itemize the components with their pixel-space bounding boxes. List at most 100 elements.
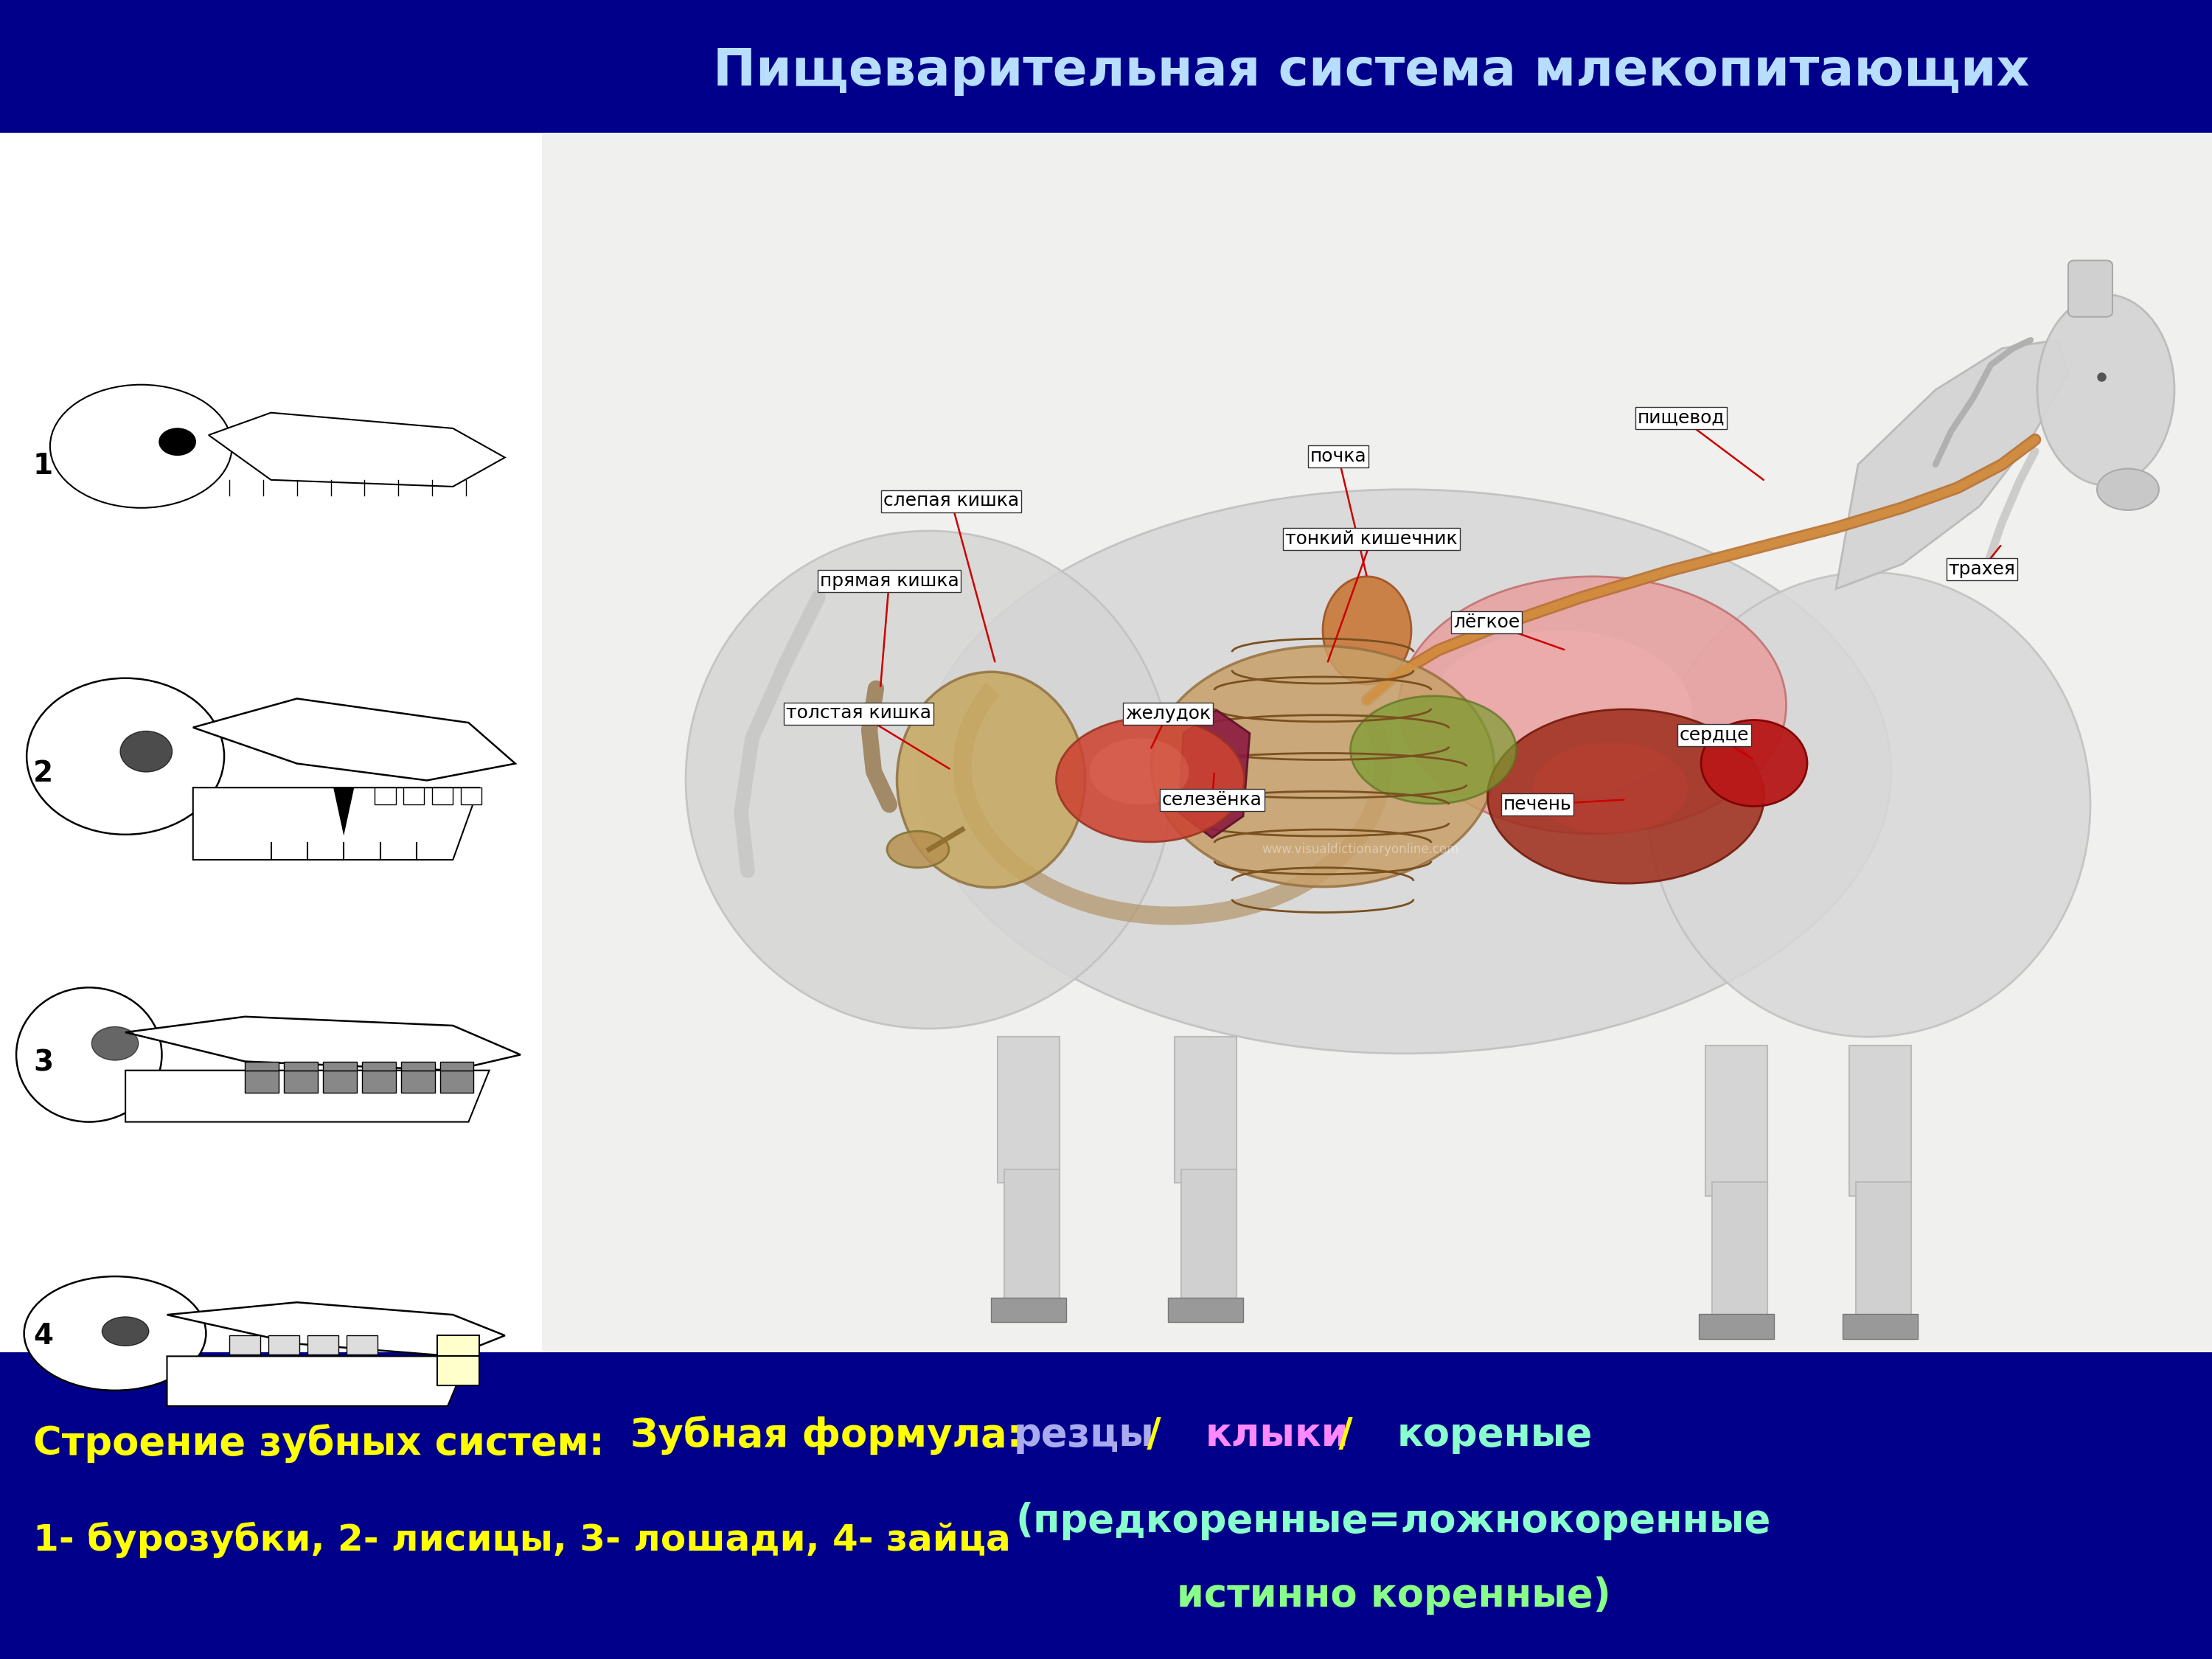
- Ellipse shape: [1398, 576, 1787, 833]
- Ellipse shape: [51, 385, 232, 508]
- Ellipse shape: [1323, 576, 1411, 684]
- Text: (предкоренные=ложнокоренные: (предкоренные=ложнокоренные: [1015, 1501, 1772, 1541]
- Ellipse shape: [1701, 720, 1807, 806]
- Bar: [542, 133, 2212, 1352]
- Polygon shape: [268, 1335, 299, 1354]
- Ellipse shape: [686, 531, 1172, 1029]
- Polygon shape: [168, 1302, 504, 1357]
- Ellipse shape: [15, 987, 161, 1121]
- Text: клыки: клыки: [1206, 1415, 1349, 1455]
- Text: слепая кишка: слепая кишка: [883, 493, 1020, 509]
- Ellipse shape: [1648, 572, 2090, 1037]
- Ellipse shape: [887, 831, 949, 868]
- Polygon shape: [246, 1070, 279, 1093]
- Text: тонкий кишечник: тонкий кишечник: [1285, 531, 1458, 547]
- Polygon shape: [440, 1070, 473, 1093]
- Polygon shape: [283, 1070, 319, 1093]
- Text: Зубная формула:: Зубная формула:: [630, 1415, 1035, 1455]
- Polygon shape: [438, 1357, 478, 1385]
- Ellipse shape: [119, 732, 173, 771]
- Text: толстая кишка: толстая кишка: [785, 705, 931, 722]
- Polygon shape: [323, 1062, 356, 1070]
- Polygon shape: [168, 1357, 469, 1407]
- Polygon shape: [246, 1062, 279, 1070]
- Ellipse shape: [898, 672, 1084, 888]
- Polygon shape: [1836, 340, 2068, 589]
- Polygon shape: [283, 1062, 319, 1070]
- Text: /: /: [1325, 1415, 1367, 1455]
- Polygon shape: [192, 788, 478, 859]
- Text: лёгкое: лёгкое: [1453, 614, 1520, 630]
- Text: 1: 1: [33, 451, 53, 479]
- Polygon shape: [307, 1335, 338, 1354]
- Polygon shape: [363, 1070, 396, 1093]
- Polygon shape: [208, 413, 504, 486]
- Bar: [1705, 1045, 1767, 1196]
- Polygon shape: [126, 1070, 489, 1121]
- Text: сердце: сердце: [1679, 727, 1750, 743]
- Bar: [1181, 1170, 1237, 1302]
- Ellipse shape: [102, 1317, 148, 1345]
- Polygon shape: [431, 788, 453, 805]
- Text: Строение зубных систем:: Строение зубных систем:: [33, 1423, 604, 1463]
- Polygon shape: [230, 1335, 261, 1354]
- Polygon shape: [460, 788, 482, 805]
- Ellipse shape: [159, 428, 195, 455]
- Ellipse shape: [91, 1027, 139, 1060]
- Bar: [1856, 1181, 1911, 1319]
- Text: трахея: трахея: [1949, 561, 2015, 577]
- Ellipse shape: [1533, 743, 1688, 833]
- Ellipse shape: [1088, 738, 1190, 805]
- Polygon shape: [400, 1070, 436, 1093]
- Polygon shape: [374, 788, 396, 805]
- Polygon shape: [363, 1062, 396, 1070]
- Ellipse shape: [1349, 697, 1517, 803]
- Polygon shape: [126, 1017, 520, 1070]
- Bar: [1004, 1170, 1060, 1302]
- Text: 4: 4: [33, 1322, 53, 1350]
- Ellipse shape: [1057, 717, 1243, 841]
- Text: печень: печень: [1504, 796, 1571, 813]
- Bar: [1712, 1181, 1767, 1319]
- Text: желудок: желудок: [1126, 705, 1210, 722]
- Text: пищевод: пищевод: [1637, 410, 1725, 426]
- Polygon shape: [334, 788, 354, 836]
- Text: 1- бурозубки, 2- лисицы, 3- лошади, 4- зайца: 1- бурозубки, 2- лисицы, 3- лошади, 4- з…: [33, 1521, 1011, 1558]
- Ellipse shape: [24, 1276, 206, 1390]
- Ellipse shape: [1486, 710, 1765, 883]
- Text: кореные: кореные: [1398, 1415, 1593, 1455]
- Ellipse shape: [2037, 295, 2174, 484]
- Text: /: /: [1133, 1415, 1175, 1455]
- Polygon shape: [323, 1070, 356, 1093]
- Polygon shape: [192, 698, 515, 780]
- Polygon shape: [400, 1062, 436, 1070]
- Polygon shape: [438, 1335, 478, 1370]
- Text: Пищеварительная система млекопитающих: Пищеварительная система млекопитающих: [712, 46, 2031, 96]
- Text: почка: почка: [1310, 448, 1367, 465]
- Ellipse shape: [1427, 630, 1692, 796]
- Ellipse shape: [918, 489, 1891, 1053]
- Text: 2: 2: [33, 760, 53, 788]
- Text: 3: 3: [33, 1048, 53, 1077]
- Bar: [998, 1037, 1060, 1183]
- Text: истинно коренные): истинно коренные): [1177, 1576, 1610, 1616]
- Bar: [0, 133, 542, 1352]
- Text: www.visualdictionaryonline.com: www.visualdictionaryonline.com: [1261, 843, 1460, 856]
- Polygon shape: [1179, 710, 1250, 838]
- Bar: [0, 1352, 2212, 1659]
- Bar: [991, 1297, 1066, 1322]
- Polygon shape: [403, 788, 425, 805]
- Bar: [1699, 1314, 1774, 1339]
- Bar: [1175, 1037, 1237, 1183]
- Bar: [1168, 1297, 1243, 1322]
- Polygon shape: [347, 1335, 378, 1354]
- FancyBboxPatch shape: [2068, 260, 2112, 317]
- Bar: [1843, 1314, 1918, 1339]
- Text: прямая кишка: прямая кишка: [821, 572, 958, 589]
- Ellipse shape: [27, 679, 223, 834]
- Text: селезёнка: селезёнка: [1161, 791, 1263, 808]
- Bar: [1849, 1045, 1911, 1196]
- Ellipse shape: [2097, 468, 2159, 511]
- Polygon shape: [440, 1062, 473, 1070]
- Ellipse shape: [1150, 645, 1495, 886]
